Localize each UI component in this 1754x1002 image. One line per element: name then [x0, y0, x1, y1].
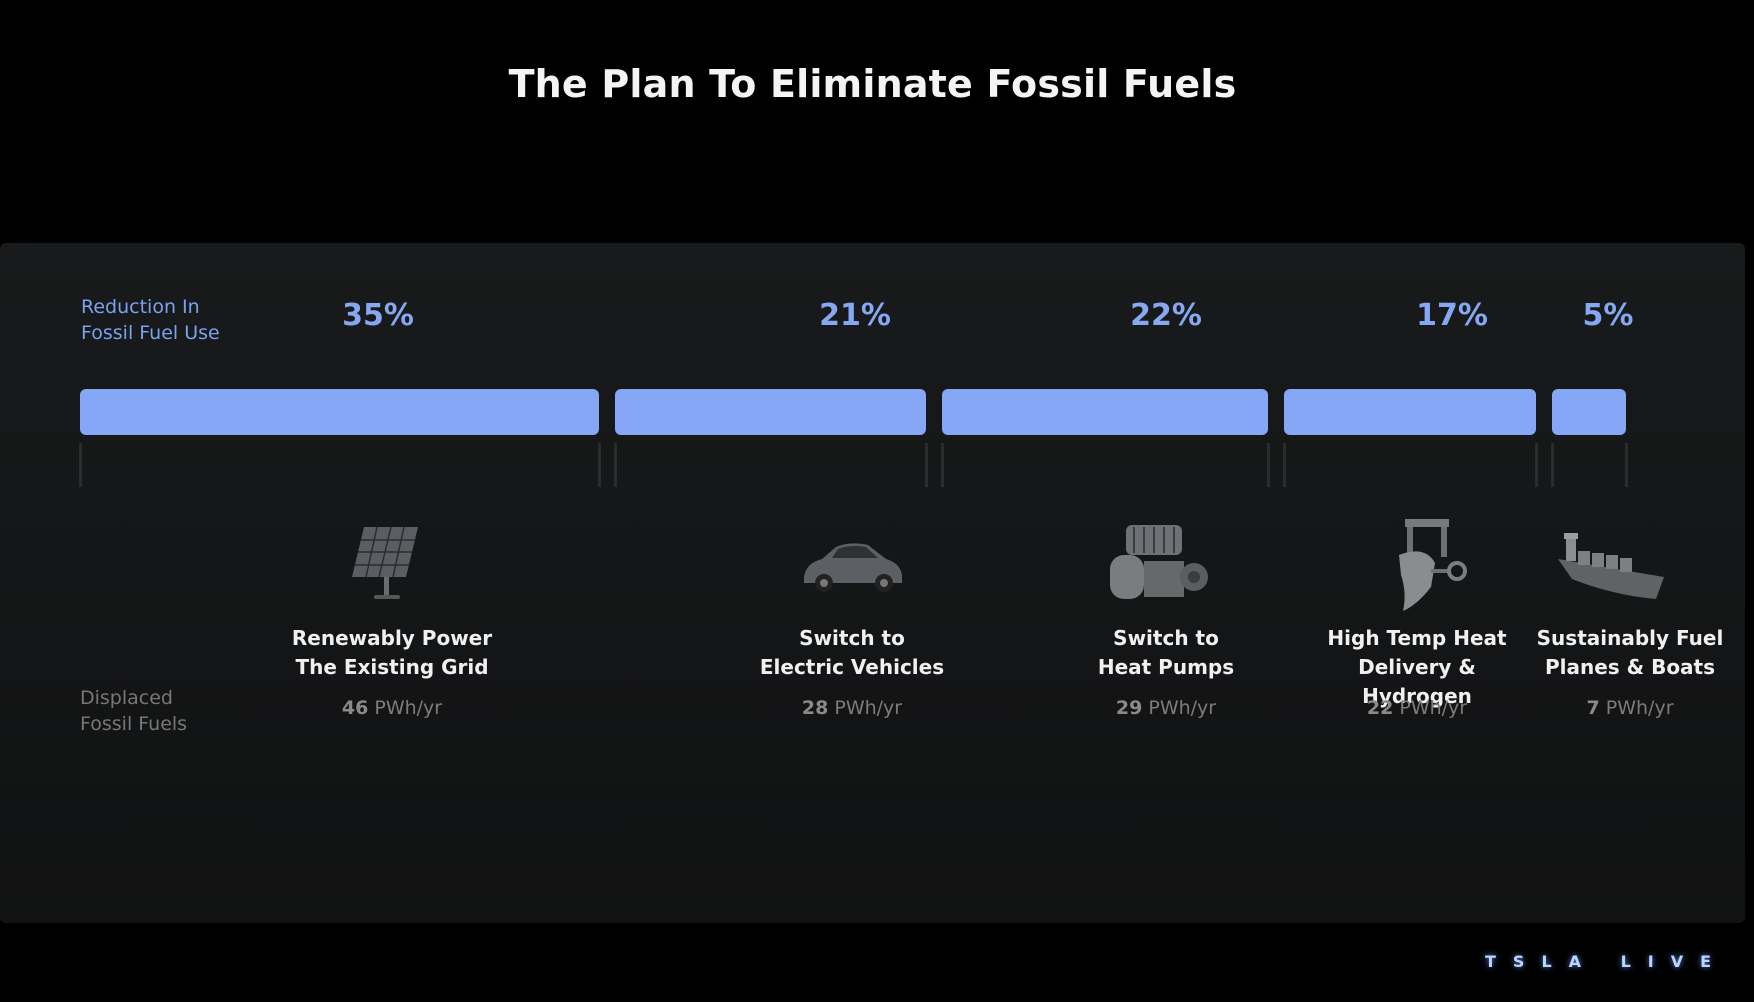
displaced-value: 28 PWh/yr: [752, 697, 952, 719]
percent-label: 5%: [1582, 298, 1634, 333]
displaced-value-unit: PWh/yr: [828, 697, 903, 719]
category-label-line: Renewably Power: [291, 626, 493, 650]
heat-pump-icon: [1098, 515, 1218, 615]
bar-segment: [941, 389, 1268, 435]
category-label: Switch to Electric Vehicles: [737, 624, 967, 682]
displaced-value-unit: PWh/yr: [368, 697, 443, 719]
displaced-row-label: Displaced Fossil Fuels: [80, 685, 187, 737]
bar-tick: [1534, 443, 1538, 487]
bar-segment: [1283, 389, 1536, 435]
bar-segment: [614, 389, 926, 435]
reduction-label-line-1: Reduction In: [81, 296, 200, 318]
category-label-line: Planes & Boats: [1544, 655, 1716, 679]
displaced-value: 29 PWh/yr: [1066, 697, 1266, 719]
solar-panel-icon: [330, 515, 450, 615]
category-label-line: Delivery & Hydrogen: [1358, 655, 1476, 708]
bar-tick: [79, 443, 82, 487]
displaced-value-number: 46: [341, 697, 369, 719]
displaced-label-line-1: Displaced: [80, 687, 173, 709]
reduction-label-line-2: Fossil Fuel Use: [81, 322, 220, 344]
category-label-line: Electric Vehicles: [759, 655, 945, 679]
bar-tick: [924, 443, 928, 487]
bar-segment: [1551, 389, 1626, 435]
displaced-value-number: 28: [801, 697, 829, 719]
displaced-value: 22 PWh/yr: [1317, 697, 1517, 719]
percent-label: 22%: [1130, 298, 1202, 333]
bar-tick: [1625, 443, 1628, 487]
bar-segment: [80, 389, 599, 435]
bar-tick: [940, 443, 944, 487]
displaced-value-unit: PWh/yr: [1393, 697, 1468, 719]
displaced-value-unit: PWh/yr: [1599, 697, 1674, 719]
displaced-value: 46 PWh/yr: [292, 697, 492, 719]
category-label: High Temp Heat Delivery & Hydrogen: [1302, 624, 1532, 711]
percent-label: 35%: [342, 298, 414, 333]
displaced-label-line-2: Fossil Fuels: [80, 713, 188, 735]
bar-tick: [1266, 443, 1270, 487]
industrial-furnace-icon: [1365, 515, 1485, 615]
category-label-line: Switch to: [1113, 626, 1219, 650]
bar-tick: [1282, 443, 1286, 487]
category-label-line: Sustainably Fuel: [1536, 626, 1724, 650]
displaced-value-number: 7: [1586, 697, 1600, 719]
displaced-value: 7 PWh/yr: [1530, 697, 1730, 719]
displaced-value-number: 22: [1366, 697, 1394, 719]
bar-tick: [1550, 443, 1554, 487]
electric-car-icon: [792, 515, 912, 615]
category-label-line: Heat Pumps: [1097, 655, 1235, 679]
tesla-live-logo: TSLA LIVE: [1485, 952, 1729, 971]
bar-tick: [613, 443, 617, 487]
bar-tick: [597, 443, 601, 487]
cargo-ship-icon: [1552, 515, 1672, 615]
percent-label: 21%: [819, 298, 891, 333]
category-label-line: Switch to: [799, 626, 905, 650]
category-label-line: High Temp Heat: [1327, 626, 1507, 650]
page-title: The Plan To Eliminate Fossil Fuels: [508, 62, 1237, 106]
percent-label: 17%: [1416, 298, 1488, 333]
category-label: Renewably Power The Existing Grid: [277, 624, 507, 682]
displaced-value-number: 29: [1115, 697, 1143, 719]
category-label-line: The Existing Grid: [295, 655, 489, 679]
reduction-row-label: Reduction In Fossil Fuel Use: [81, 294, 220, 346]
displaced-value-unit: PWh/yr: [1142, 697, 1217, 719]
category-label: Sustainably Fuel Planes & Boats: [1515, 624, 1745, 682]
category-label: Switch to Heat Pumps: [1051, 624, 1281, 682]
